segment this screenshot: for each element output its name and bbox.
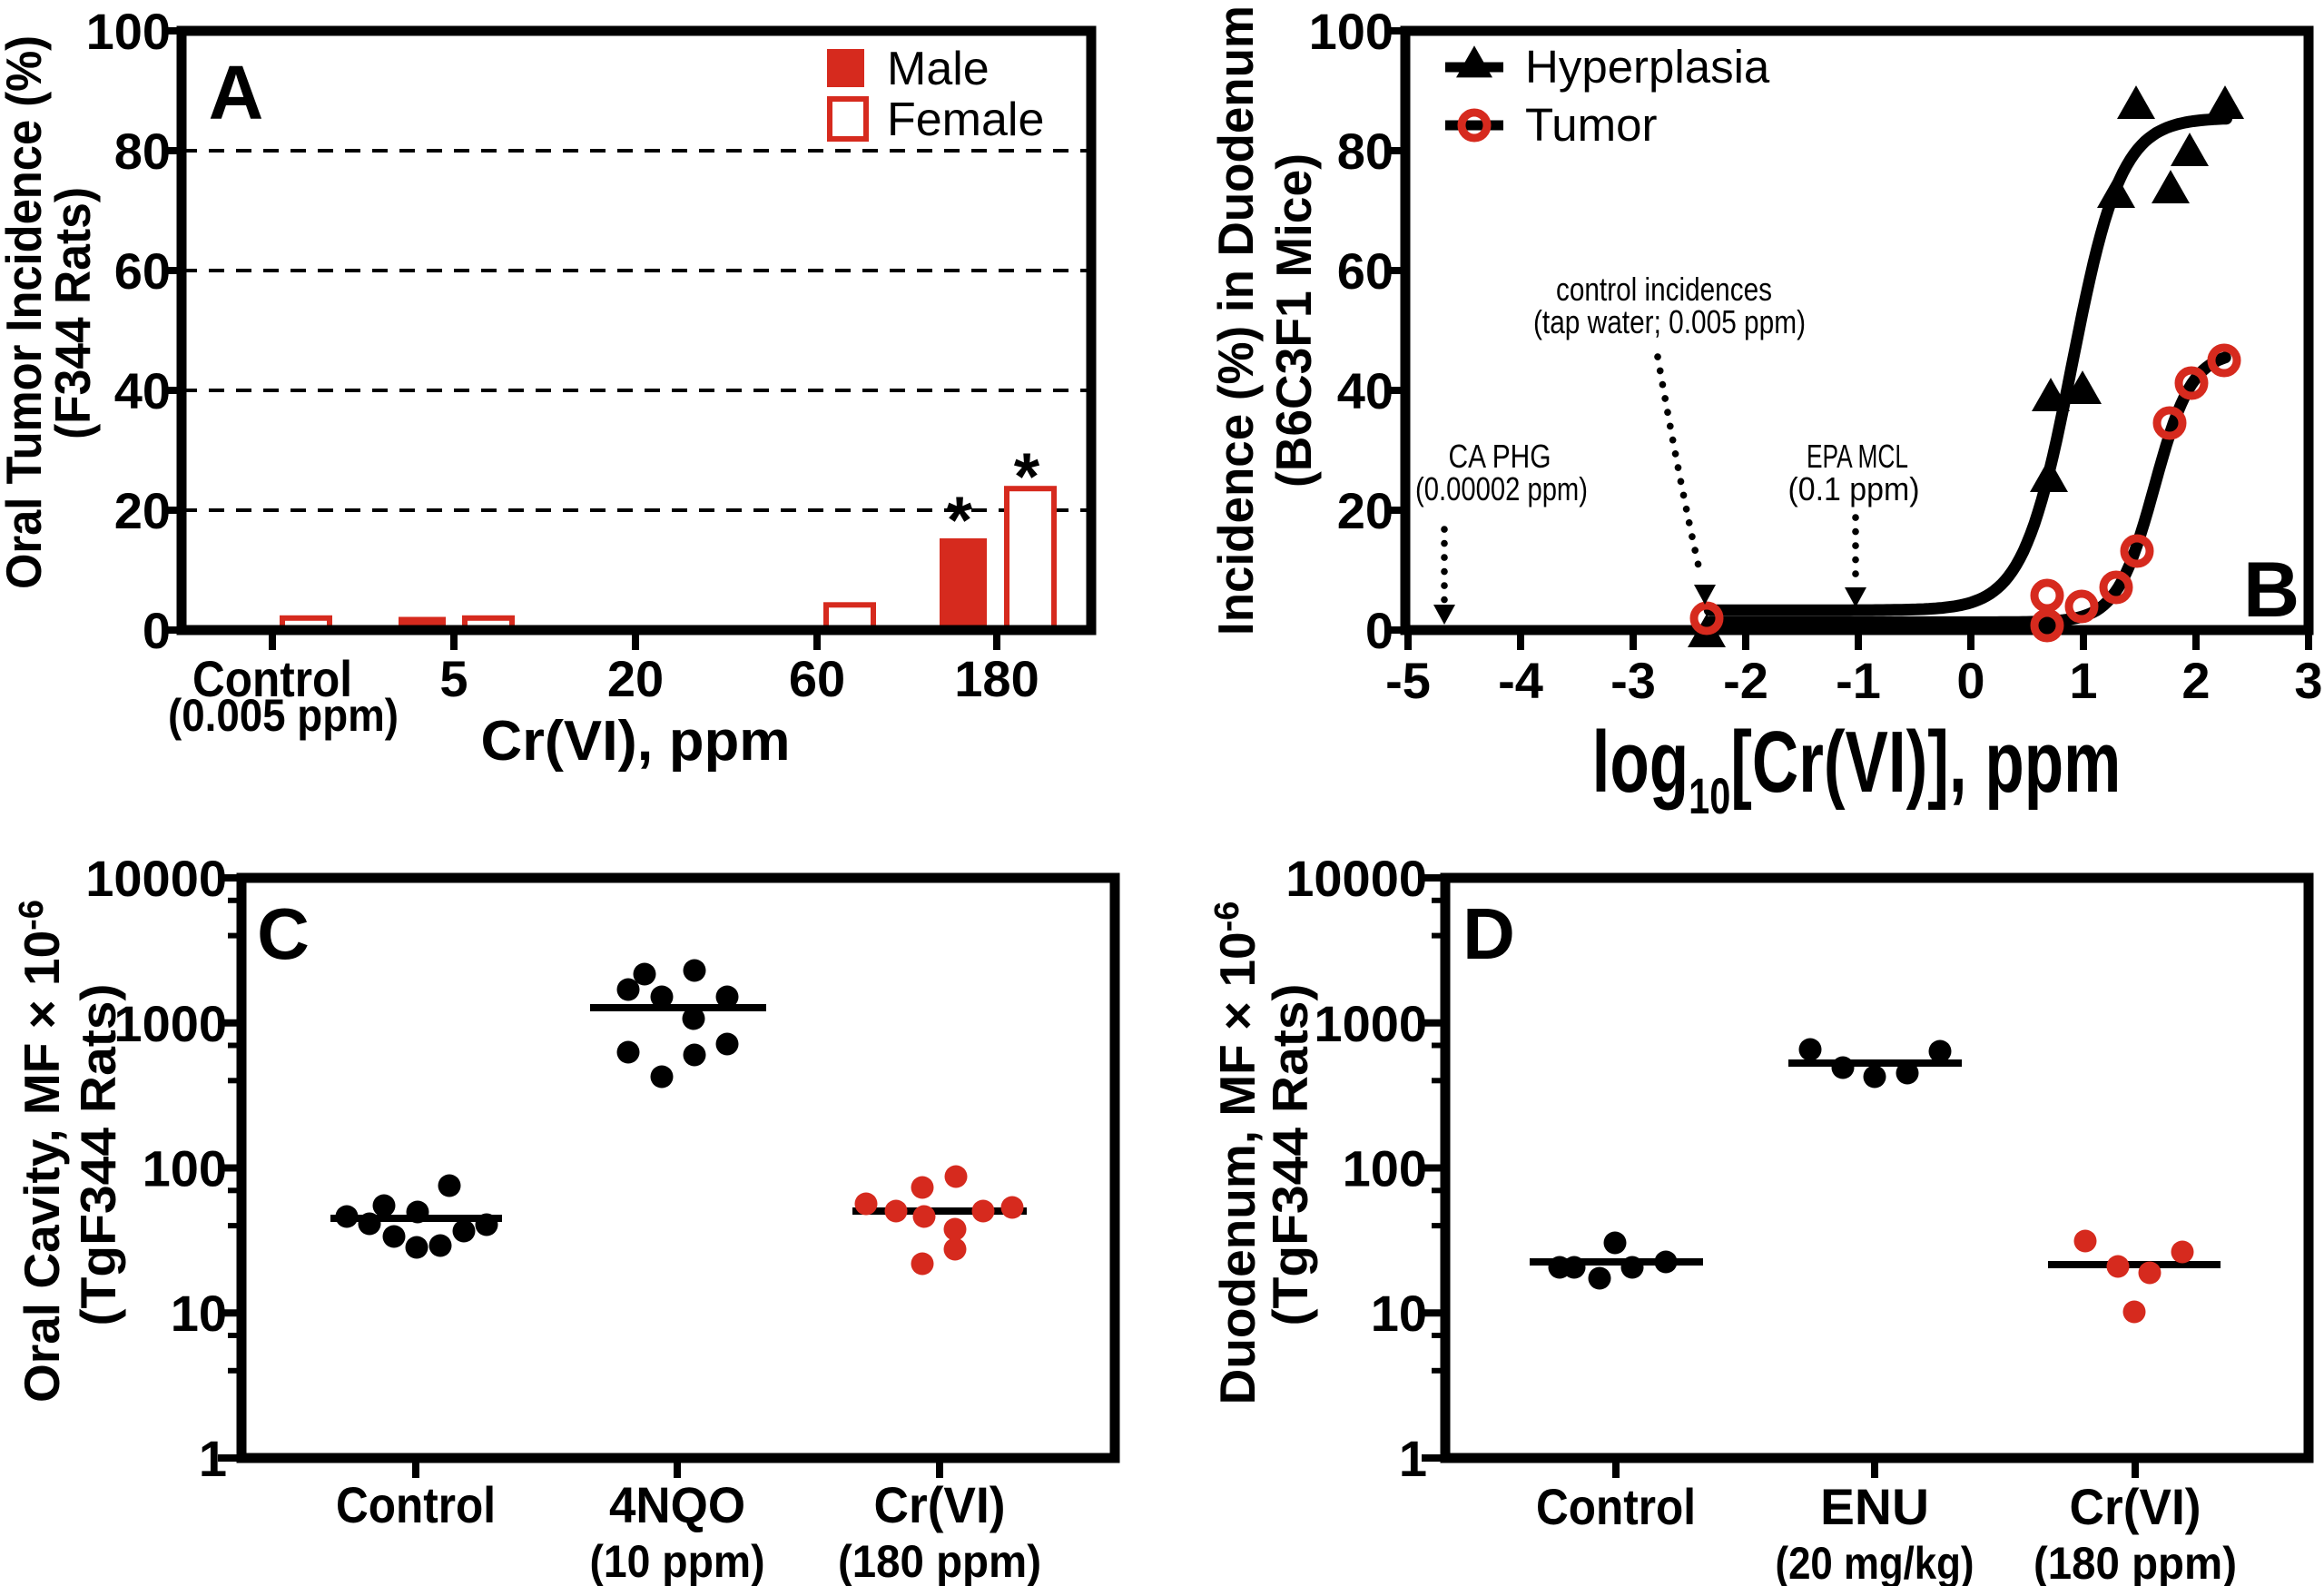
- svg-text:20: 20: [114, 482, 171, 539]
- svg-text:-3: -3: [1610, 652, 1656, 709]
- svg-text:D: D: [1462, 893, 1515, 974]
- svg-text:10000: 10000: [85, 850, 227, 907]
- svg-text:80: 80: [114, 123, 171, 180]
- svg-text:Oral Tumor Incidence (%): Oral Tumor Incidence (%): [0, 35, 52, 589]
- svg-text:C: C: [257, 893, 310, 974]
- svg-text:B: B: [2243, 547, 2299, 634]
- svg-text:2: 2: [2181, 652, 2210, 709]
- svg-text:Incidence (%) in Duodenum: Incidence (%) in Duodenum: [1207, 5, 1264, 635]
- svg-text:Oral Cavity, MF × 10-6: Oral Cavity, MF × 10-6: [13, 900, 70, 1403]
- svg-text:Control: Control: [1536, 1478, 1696, 1535]
- svg-text:20: 20: [1337, 482, 1393, 539]
- svg-text:Cr(VI): Cr(VI): [2070, 1478, 2201, 1535]
- svg-text:Male: Male: [887, 43, 990, 95]
- svg-text:*: *: [1014, 440, 1040, 514]
- svg-text:(tap water; 0.005 ppm): (tap water; 0.005 ppm): [1533, 303, 1806, 340]
- svg-text:(10 ppm): (10 ppm): [590, 1536, 765, 1586]
- svg-text:100: 100: [1309, 3, 1393, 60]
- svg-text:CA PHG: CA PHG: [1449, 438, 1551, 475]
- svg-text:control incidences: control incidences: [1556, 271, 1772, 308]
- svg-text:100: 100: [143, 1140, 227, 1197]
- svg-text:(TgF344 Rats): (TgF344 Rats): [1262, 984, 1318, 1326]
- svg-text:4NQO: 4NQO: [609, 1476, 745, 1533]
- svg-text:10000: 10000: [1285, 850, 1427, 907]
- svg-text:A: A: [209, 50, 264, 135]
- svg-text:Cr(VI), ppm: Cr(VI), ppm: [481, 710, 791, 773]
- svg-text:(180 ppm): (180 ppm): [838, 1536, 1041, 1586]
- svg-text:5: 5: [439, 650, 468, 707]
- svg-text:180: 180: [954, 650, 1039, 707]
- svg-text:-5: -5: [1385, 652, 1431, 709]
- svg-text:(180 ppm): (180 ppm): [2034, 1538, 2237, 1586]
- svg-text:60: 60: [1337, 242, 1393, 300]
- svg-text:1000: 1000: [1314, 995, 1427, 1052]
- svg-text:Cr(VI): Cr(VI): [874, 1476, 1006, 1533]
- svg-text:(TgF344 Rats): (TgF344 Rats): [70, 984, 126, 1326]
- svg-text:(0.00002 ppm): (0.00002 ppm): [1415, 470, 1588, 507]
- svg-text:60: 60: [789, 650, 845, 707]
- svg-text:Hyperplasia: Hyperplasia: [1525, 41, 1770, 93]
- svg-text:log10[Cr(VI)], ppm: log10[Cr(VI)], ppm: [1592, 714, 2122, 825]
- svg-text:-1: -1: [1836, 652, 1881, 709]
- svg-text:1: 1: [199, 1430, 227, 1487]
- svg-text:100: 100: [1343, 1140, 1427, 1197]
- svg-text:-2: -2: [1723, 652, 1768, 709]
- svg-text:1: 1: [1399, 1430, 1427, 1487]
- svg-text:-4: -4: [1498, 652, 1543, 709]
- svg-text:Duodenum, MF × 10-6: Duodenum, MF × 10-6: [1208, 901, 1265, 1405]
- svg-text:20: 20: [607, 650, 664, 707]
- svg-text:*: *: [947, 484, 973, 557]
- svg-text:Control: Control: [336, 1476, 496, 1533]
- svg-text:0: 0: [143, 602, 171, 659]
- svg-text:(0.1 ppm): (0.1 ppm): [1788, 470, 1920, 507]
- svg-text:80: 80: [1337, 123, 1393, 180]
- svg-text:0: 0: [1956, 652, 1984, 709]
- svg-text:Tumor: Tumor: [1525, 99, 1657, 151]
- svg-text:1: 1: [2069, 652, 2097, 709]
- svg-text:1000: 1000: [113, 995, 227, 1052]
- svg-text:Control: Control: [192, 650, 352, 707]
- svg-text:ENU: ENU: [1820, 1478, 1929, 1535]
- svg-text:(B6C3F1 Mice): (B6C3F1 Mice): [1265, 153, 1322, 488]
- svg-text:10: 10: [171, 1285, 227, 1342]
- svg-text:(0.005 ppm): (0.005 ppm): [168, 690, 399, 741]
- svg-text:EPA MCL: EPA MCL: [1807, 438, 1908, 475]
- svg-text:0: 0: [1365, 602, 1393, 659]
- svg-text:Female: Female: [887, 94, 1044, 146]
- svg-text:40: 40: [1337, 362, 1393, 419]
- svg-text:100: 100: [86, 3, 171, 60]
- svg-text:10: 10: [1371, 1285, 1427, 1342]
- svg-text:(F344 Rats): (F344 Rats): [44, 187, 101, 439]
- svg-text:3: 3: [2294, 652, 2322, 709]
- svg-text:60: 60: [114, 242, 171, 300]
- svg-text:(20 mg/kg): (20 mg/kg): [1776, 1538, 1974, 1586]
- svg-text:40: 40: [114, 362, 171, 419]
